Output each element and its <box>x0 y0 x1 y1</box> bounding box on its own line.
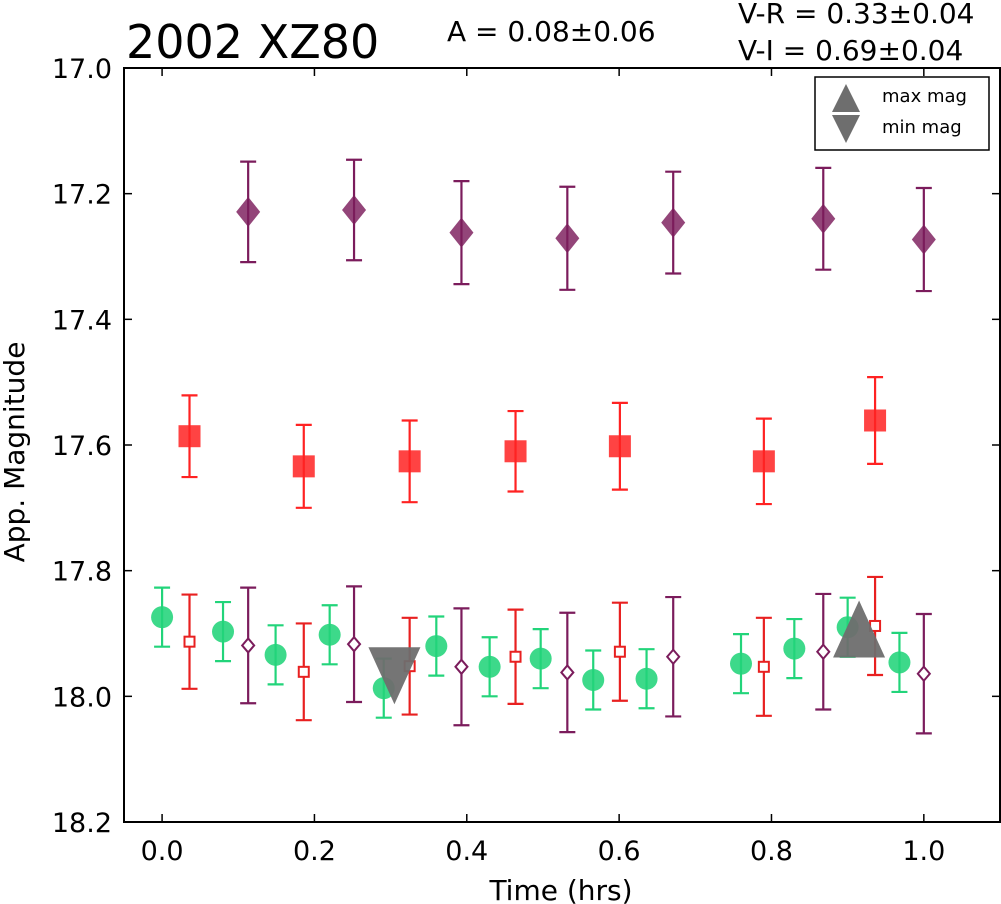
data-point-open-square <box>757 660 770 673</box>
data-point-open-diamond <box>916 665 932 683</box>
chart-title: 2002 XZ80 <box>126 15 379 69</box>
data-point-open-diamond <box>346 635 362 653</box>
data-point-circle <box>151 606 174 629</box>
plot-area <box>151 158 936 735</box>
data-point-open-diamond <box>815 643 831 661</box>
data-point-open-square <box>183 635 196 648</box>
data-point-square <box>292 455 315 478</box>
x-tick-label: 0.2 <box>293 836 336 867</box>
data-point-square <box>864 409 887 432</box>
data-point-diamond <box>811 203 836 234</box>
data-point-circle <box>783 637 806 660</box>
data-point-open-diamond <box>560 663 575 681</box>
x-tick-label: 0.4 <box>445 836 488 867</box>
data-point-diamond <box>555 223 580 254</box>
data-point-circle <box>730 652 753 675</box>
data-point-diamond <box>661 207 686 238</box>
data-point-diamond <box>236 196 261 227</box>
x-tick-label: 0.8 <box>750 836 793 867</box>
y-tick-label: 18.2 <box>52 808 112 839</box>
y-tick-label: 17.0 <box>52 54 112 85</box>
data-point-circle <box>478 655 501 678</box>
x-tick-label: 1.0 <box>902 836 945 867</box>
legend-max-mag: max mag <box>882 86 967 107</box>
max-mag-legend-icon <box>832 84 860 112</box>
data-point-square <box>752 450 775 473</box>
v-r-color-annotation: V-R = 0.33±0.04 <box>738 0 974 30</box>
data-point-diamond <box>449 217 474 248</box>
data-point-circle <box>212 620 235 643</box>
min-mag-marker <box>368 647 421 705</box>
y-tick-label: 17.6 <box>52 431 112 462</box>
data-point-open-square <box>613 645 626 658</box>
y-axis-label: App. Magnitude <box>0 342 31 563</box>
y-tick-label: 17.4 <box>52 305 112 336</box>
x-tick-label: 0.0 <box>141 836 184 867</box>
data-point-open-square <box>297 665 310 678</box>
data-point-circle <box>635 667 658 690</box>
data-point-square <box>608 435 631 458</box>
max-mag-marker <box>833 600 886 658</box>
data-point-circle <box>264 643 287 666</box>
data-point-circle <box>582 668 605 691</box>
data-point-open-diamond <box>454 658 469 676</box>
legend: max mag min mag <box>814 76 990 151</box>
data-point-square <box>504 440 527 463</box>
x-tick-label: 0.6 <box>598 836 641 867</box>
data-point-square <box>178 425 201 448</box>
v-i-color-annotation: V-I = 0.69±0.04 <box>738 34 963 67</box>
data-point-square <box>398 450 421 473</box>
plot-frame <box>123 67 1001 823</box>
data-point-open-square <box>509 650 522 663</box>
amplitude-annotation: A = 0.08±0.06 <box>447 15 656 48</box>
y-tick-label: 17.2 <box>52 180 112 211</box>
legend-min-mag: min mag <box>882 117 962 138</box>
data-point-open-diamond <box>240 636 256 654</box>
x-axis-label: Time (hrs) <box>488 874 632 904</box>
data-point-circle <box>425 635 448 658</box>
y-tick-label: 18.0 <box>52 682 112 713</box>
y-tick-label: 17.8 <box>52 557 112 588</box>
min-mag-legend-icon <box>832 115 860 143</box>
data-point-circle <box>318 623 341 646</box>
data-point-diamond <box>911 224 936 255</box>
data-point-diamond <box>342 195 367 226</box>
data-point-circle <box>529 647 552 670</box>
data-point-circle <box>888 651 911 674</box>
data-point-open-diamond <box>665 648 681 666</box>
